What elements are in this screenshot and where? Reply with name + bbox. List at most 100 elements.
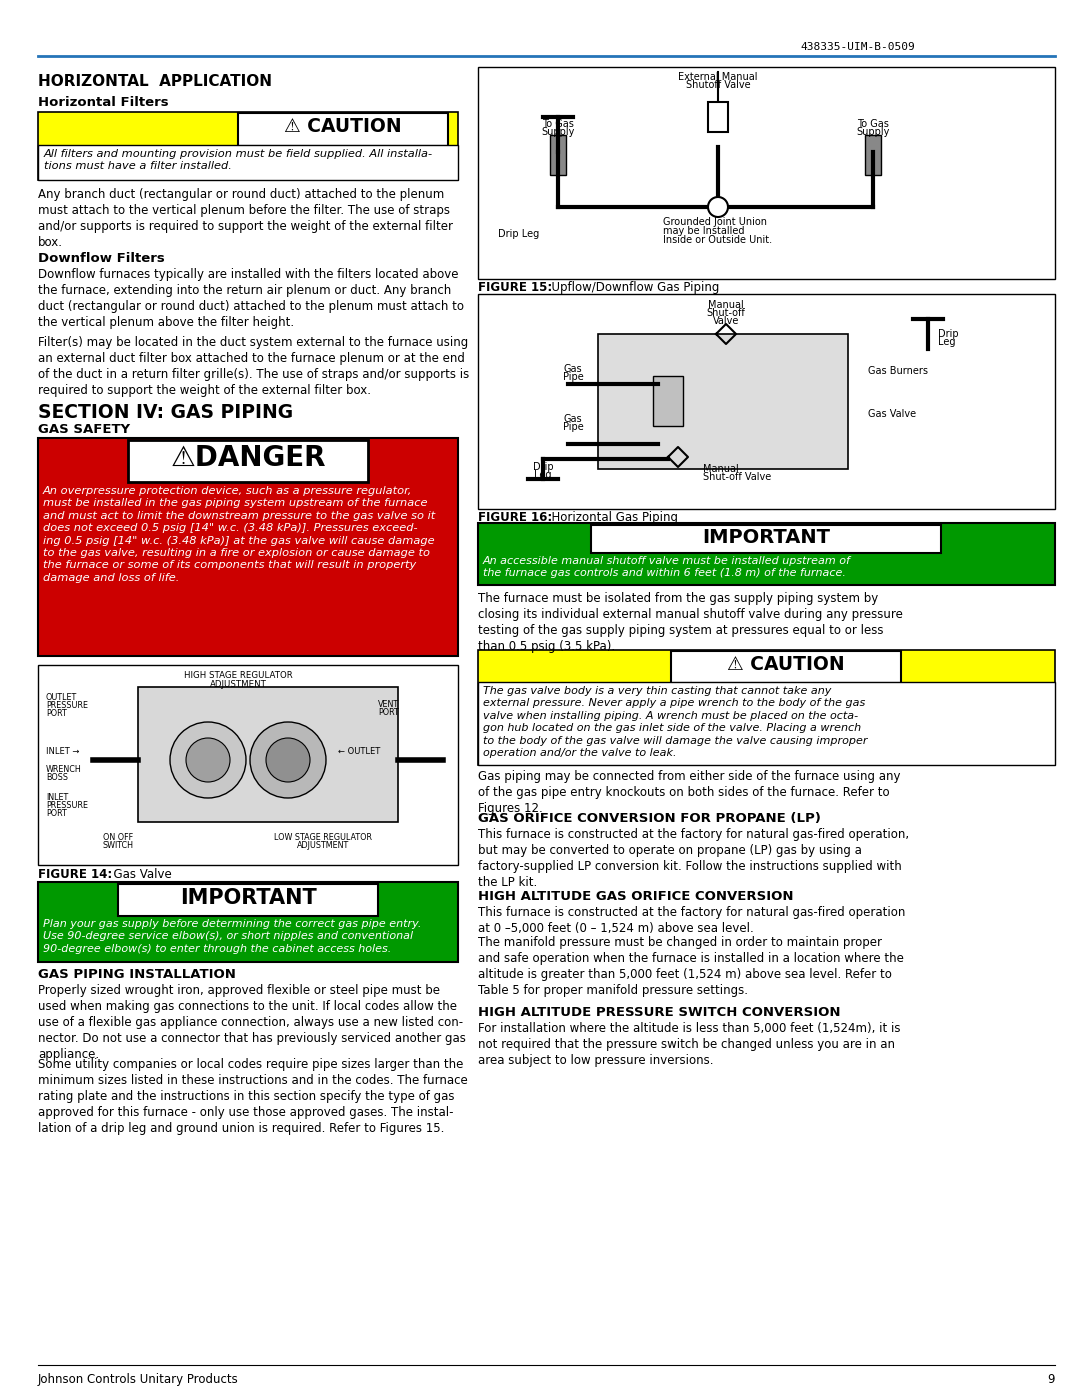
Text: Horizontal Gas Piping: Horizontal Gas Piping [544, 511, 678, 524]
Text: Upflow/Downflow Gas Piping: Upflow/Downflow Gas Piping [544, 281, 719, 293]
Text: Filter(s) may be located in the duct system external to the furnace using
an ext: Filter(s) may be located in the duct sys… [38, 337, 469, 397]
Text: Inside or Outside Unit.: Inside or Outside Unit. [663, 235, 772, 244]
Text: Downflow Filters: Downflow Filters [38, 251, 165, 265]
Text: 9: 9 [1048, 1373, 1055, 1386]
Text: Drip Leg: Drip Leg [498, 229, 539, 239]
Text: IMPORTANT: IMPORTANT [702, 528, 831, 548]
Text: ADJUSTMENT: ADJUSTMENT [297, 841, 349, 849]
Text: Grounded Joint Union: Grounded Joint Union [663, 217, 767, 226]
Circle shape [266, 738, 310, 782]
Text: Valve: Valve [713, 316, 739, 326]
Bar [478, 682, 1055, 766]
Bar [598, 334, 848, 469]
Text: Drip: Drip [939, 330, 959, 339]
Bar [238, 113, 448, 147]
Text: OUTLET: OUTLET [46, 693, 78, 703]
Text: PORT: PORT [378, 708, 399, 717]
Text: The gas valve body is a very thin casting that cannot take any
external pressure: The gas valve body is a very thin castin… [483, 686, 867, 759]
Bar [38, 882, 458, 963]
Text: ⚠ CAUTION: ⚠ CAUTION [727, 655, 845, 673]
Text: To Gas: To Gas [542, 119, 573, 129]
Text: Manual: Manual [703, 464, 739, 474]
Text: Manual: Manual [708, 300, 744, 310]
Text: Any branch duct (rectangular or round duct) attached to the plenum
must attach t: Any branch duct (rectangular or round du… [38, 189, 453, 249]
Circle shape [708, 197, 728, 217]
Bar [478, 682, 1055, 766]
Text: Gas Valve: Gas Valve [868, 409, 916, 419]
Text: This furnace is constructed at the factory for natural gas-fired operation,
but : This furnace is constructed at the facto… [478, 828, 909, 888]
Bar [38, 112, 458, 180]
Text: INLET: INLET [46, 793, 68, 802]
Text: Shutoff Valve: Shutoff Valve [686, 80, 751, 89]
Text: An overpressure protection device, such as a pressure regulator,
must be install: An overpressure protection device, such … [43, 486, 435, 583]
Text: ADJUSTMENT: ADJUSTMENT [210, 680, 267, 689]
Text: Plan your gas supply before determining the correct gas pipe entry.
Use 90-degre: Plan your gas supply before determining … [43, 919, 421, 954]
Bar [591, 525, 941, 553]
Text: Leg: Leg [939, 337, 956, 346]
Bar [38, 145, 458, 180]
Text: Properly sized wrought iron, approved flexible or steel pipe must be
used when m: Properly sized wrought iron, approved fl… [38, 983, 465, 1060]
Circle shape [249, 722, 326, 798]
Text: GAS PIPING INSTALLATION: GAS PIPING INSTALLATION [38, 968, 235, 981]
Circle shape [170, 722, 246, 798]
Bar [550, 136, 566, 175]
Text: The manifold pressure must be changed in order to maintain proper
and safe opera: The manifold pressure must be changed in… [478, 936, 904, 997]
Bar [478, 67, 1055, 279]
Text: Gas: Gas [563, 414, 582, 425]
Text: GAS SAFETY: GAS SAFETY [38, 423, 130, 436]
Text: FIGURE 14:: FIGURE 14: [38, 868, 112, 882]
Text: Drip: Drip [532, 462, 553, 472]
Text: HIGH ALTITUDE PRESSURE SWITCH CONVERSION: HIGH ALTITUDE PRESSURE SWITCH CONVERSION [478, 1006, 840, 1018]
Text: ← OUTLET: ← OUTLET [338, 747, 380, 756]
Text: PRESSURE: PRESSURE [46, 701, 87, 710]
Text: ⚠ CAUTION: ⚠ CAUTION [284, 117, 402, 136]
Bar [118, 884, 378, 916]
Circle shape [186, 738, 230, 782]
Text: Pipe: Pipe [563, 422, 584, 432]
Text: Supply: Supply [856, 127, 890, 137]
Text: Pipe: Pipe [563, 372, 584, 381]
Text: Some utility companies or local codes require pipe sizes larger than the
minimum: Some utility companies or local codes re… [38, 1058, 468, 1134]
Text: Gas piping may be connected from either side of the furnace using any
of the gas: Gas piping may be connected from either … [478, 770, 901, 814]
Text: Downflow furnaces typically are installed with the filters located above
the fur: Downflow furnaces typically are installe… [38, 268, 464, 330]
Text: This furnace is constructed at the factory for natural gas-fired operation
at 0 : This furnace is constructed at the facto… [478, 907, 905, 935]
Text: ON OFF: ON OFF [103, 833, 133, 842]
Text: For installation where the altitude is less than 5,000 feet (1,524m), it is
not : For installation where the altitude is l… [478, 1023, 901, 1067]
Text: VENT: VENT [378, 700, 400, 710]
Text: FIGURE 16:: FIGURE 16: [478, 511, 552, 524]
Bar [138, 687, 399, 821]
Bar [478, 650, 1055, 766]
Text: HORIZONTAL  APPLICATION: HORIZONTAL APPLICATION [38, 74, 272, 89]
Bar [671, 651, 901, 683]
Text: Shut-off Valve: Shut-off Valve [703, 472, 771, 482]
Text: HIGH STAGE REGULATOR: HIGH STAGE REGULATOR [184, 671, 293, 680]
Text: GAS ORIFICE CONVERSION FOR PROPANE (LP): GAS ORIFICE CONVERSION FOR PROPANE (LP) [478, 812, 821, 826]
Text: Gas Burners: Gas Burners [868, 366, 928, 376]
Text: PORT: PORT [46, 710, 67, 718]
Bar [708, 102, 728, 131]
Bar [38, 665, 458, 865]
Bar [129, 440, 368, 482]
Text: may be Installed: may be Installed [663, 226, 744, 236]
Text: Gas: Gas [563, 365, 582, 374]
Bar [653, 376, 683, 426]
Text: An accessible manual shutoff valve must be installed upstream of
the furnace gas: An accessible manual shutoff valve must … [483, 556, 851, 578]
Text: External Manual: External Manual [678, 73, 758, 82]
Bar [865, 136, 881, 175]
Text: BOSS: BOSS [46, 773, 68, 782]
Text: HIGH ALTITUDE GAS ORIFICE CONVERSION: HIGH ALTITUDE GAS ORIFICE CONVERSION [478, 890, 794, 902]
Text: Shut-off: Shut-off [706, 307, 745, 319]
Text: Gas Valve: Gas Valve [106, 868, 172, 882]
Text: Supply: Supply [541, 127, 575, 137]
Text: SWITCH: SWITCH [103, 841, 134, 849]
Text: 438335-UIM-B-0509: 438335-UIM-B-0509 [800, 42, 915, 52]
Text: All filters and mounting provision must be field supplied. All installa-
tions m: All filters and mounting provision must … [44, 149, 433, 172]
Text: ⚠DANGER: ⚠DANGER [171, 444, 326, 472]
Text: PORT: PORT [46, 809, 67, 819]
Text: LOW STAGE REGULATOR: LOW STAGE REGULATOR [274, 833, 372, 842]
Text: INLET →: INLET → [46, 747, 79, 756]
Text: To Gas: To Gas [858, 119, 889, 129]
Bar [478, 293, 1055, 509]
Text: FIGURE 15:: FIGURE 15: [478, 281, 552, 293]
Bar [38, 145, 458, 180]
